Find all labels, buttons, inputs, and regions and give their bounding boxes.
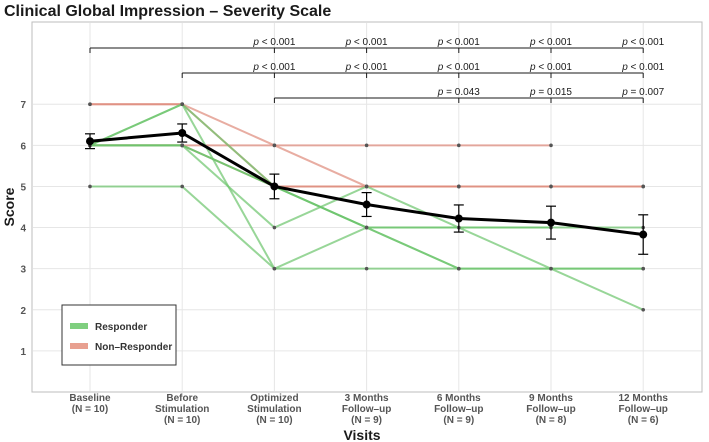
y-tick-label: 7	[20, 100, 26, 111]
participant-point	[457, 184, 461, 189]
p-value-label: p < 0.001	[437, 37, 480, 48]
p-value-label: p < 0.001	[529, 62, 572, 73]
participant-point	[641, 307, 645, 312]
participant-point	[641, 266, 645, 271]
legend-label-responder: Responder	[95, 322, 147, 333]
participant-point	[180, 143, 184, 148]
participant-point	[364, 266, 369, 271]
participant-point	[88, 184, 92, 189]
mean-point	[547, 218, 555, 227]
participant-point	[364, 143, 369, 148]
participant-point	[180, 102, 184, 107]
mean-point	[178, 129, 187, 137]
mean-point	[270, 182, 279, 191]
significance-brackets: p < 0.001 p < 0.001 p < 0.001 p < 0.001 p < …	[89, 37, 665, 103]
legend-box	[61, 304, 177, 366]
participant-point	[272, 225, 277, 230]
chart-title: Clinical Global Impression – Severity Sc…	[4, 3, 331, 20]
participant-point	[549, 184, 553, 189]
p-value-label: p < 0.001	[252, 37, 295, 48]
mean-point	[639, 230, 648, 239]
p-value-label: p < 0.001	[252, 62, 295, 73]
participant-point	[364, 184, 369, 189]
x-tick-label: Before Stimulation (N = 10)	[155, 393, 209, 426]
x-tick-label: 3 Months Follow–up (N = 9)	[342, 393, 391, 426]
mean-series	[85, 123, 649, 255]
p-value-label: p < 0.001	[529, 37, 572, 48]
y-tick-label: 4	[20, 224, 26, 235]
p-value-label: p < 0.001	[621, 37, 664, 48]
participant-point	[180, 184, 184, 189]
p-value-label: p = 0.015	[529, 87, 572, 98]
mean-point	[86, 137, 94, 146]
participant-point	[641, 184, 645, 189]
legend: Responder Non–Responder	[61, 304, 177, 366]
axes: 1 2 3 4 5 6 7 Baseline (N = 10) Before Stimulation…	[20, 100, 668, 426]
participant-point	[272, 143, 277, 148]
participant-point	[549, 266, 553, 271]
y-axis-title: Score	[1, 187, 17, 226]
p-value-label: p = 0.043	[437, 87, 480, 98]
p-value-label: p < 0.001	[437, 62, 480, 73]
p-value-label: p = 0.007	[621, 87, 664, 98]
participant-point	[272, 266, 277, 271]
participant-point	[88, 102, 92, 107]
legend-label-non-responder: Non–Responder	[95, 342, 172, 353]
x-tick-label: 6 Months Follow–up (N = 9)	[434, 393, 483, 426]
participant-point	[549, 143, 553, 148]
participant-point	[457, 143, 461, 148]
p-value-label: p < 0.001	[621, 62, 664, 73]
p-value-label: p < 0.001	[345, 62, 388, 73]
responder-line-8	[90, 144, 551, 229]
x-tick-label: 9 Months Follow–up (N = 8)	[526, 393, 575, 426]
participant-point	[364, 225, 369, 230]
y-tick-label: 1	[20, 347, 26, 358]
y-tick-label: 2	[20, 306, 26, 317]
y-tick-label: 3	[20, 265, 26, 276]
mean-point	[454, 214, 463, 223]
p-value-label: p < 0.001	[345, 37, 388, 48]
y-tick-label: 6	[20, 141, 26, 152]
x-axis-title: Visits	[343, 427, 380, 442]
x-tick-label: 12 Months Follow–up (N = 6)	[618, 393, 668, 426]
x-tick-label: Baseline (N = 10)	[69, 393, 111, 415]
mean-point	[362, 200, 371, 209]
x-tick-label: Optimized Stimulation (N = 10)	[247, 393, 301, 426]
y-tick-label: 5	[20, 182, 26, 193]
participant-point	[457, 266, 461, 271]
